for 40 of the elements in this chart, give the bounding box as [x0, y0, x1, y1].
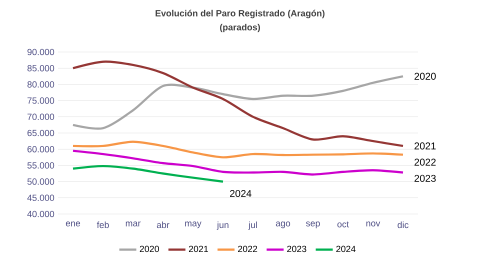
text: 2023 [414, 174, 436, 182]
x-tick-label: ago [276, 222, 290, 228]
x-tick-label: ene [66, 222, 80, 226]
line-series [72, 150, 404, 176]
y-tick-label: 65.000 [28, 130, 54, 136]
y-tick-label: 90.000 [27, 48, 54, 56]
y-tick-label: 80.000 [27, 81, 54, 88]
chart-title: Evolución del Paro Registrado (Aragón) [156, 10, 325, 18]
y-tick-label: 70.000 [28, 114, 54, 120]
y-tick-label: 60.000 [28, 146, 54, 152]
x-tick-label: feb [96, 222, 109, 228]
x-tick-label: jun [216, 222, 228, 230]
x-tick-label: mar [126, 222, 141, 226]
x-tick-label: sep [306, 222, 320, 228]
y-tick-label: 40.000 [27, 210, 54, 218]
chart-subtitle: (parados) [220, 24, 260, 32]
text: 2021 [414, 142, 436, 150]
x-tick-label: dic [398, 222, 408, 228]
text: 2020 [414, 72, 436, 80]
y-tick-label: 85.000 [27, 65, 54, 72]
line-series [72, 164, 224, 183]
line-series [72, 140, 404, 158]
legend-label: 2020 [140, 246, 160, 252]
y-tick-label: 45.000 [27, 194, 54, 201]
line-series [72, 75, 404, 130]
legend-label: 2021 [188, 246, 208, 252]
x-tick-label: nov [366, 222, 380, 226]
x-tick-label: oct [337, 222, 349, 228]
text: 2024 [230, 190, 252, 198]
legend-label: 2024 [336, 246, 356, 252]
legend-label: 2022 [238, 246, 258, 252]
y-tick-label: 55.000 [27, 162, 54, 169]
x-tick-label: may [185, 222, 202, 228]
x-tick-label: jul [248, 222, 257, 230]
legend-label: 2023 [287, 246, 306, 252]
x-tick-label: abr [156, 222, 170, 228]
y-tick-label: 75.000 [28, 97, 54, 104]
line-series [72, 60, 404, 148]
y-tick-label: 50.000 [27, 178, 54, 185]
text: 2022 [414, 158, 436, 166]
